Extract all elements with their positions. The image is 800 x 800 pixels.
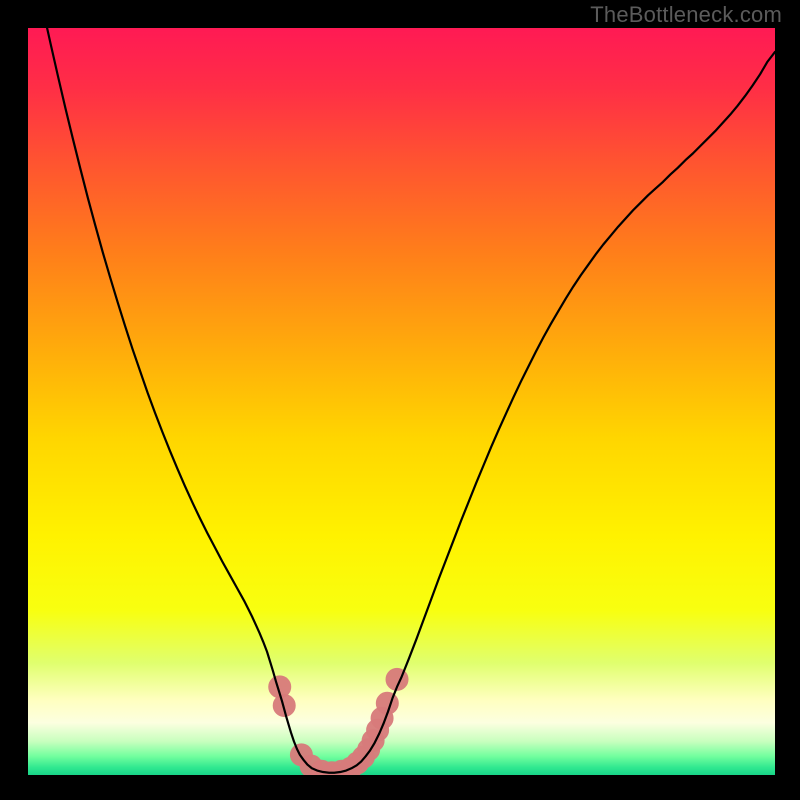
chart-frame: TheBottleneck.com (0, 0, 800, 800)
chart-svg (28, 28, 775, 775)
watermark-text: TheBottleneck.com (590, 2, 782, 28)
gradient-background (28, 28, 775, 775)
plot-area (28, 28, 775, 775)
